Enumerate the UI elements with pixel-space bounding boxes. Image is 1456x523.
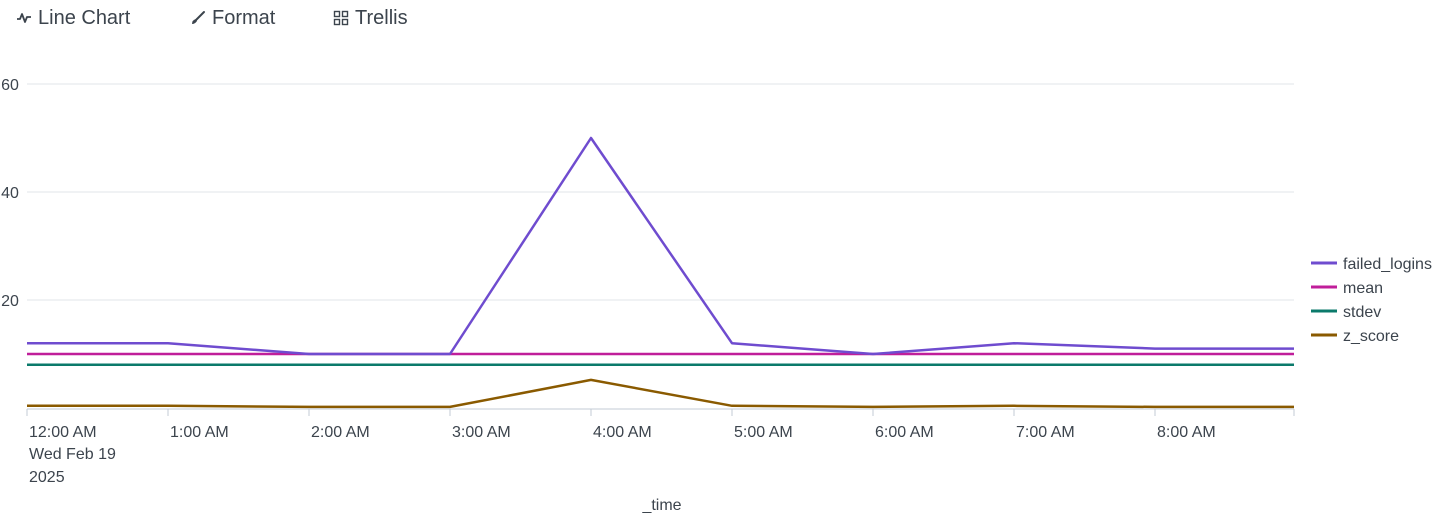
gridlines (27, 83, 1294, 301)
legend-label: failed_logins (1343, 256, 1432, 273)
x-tick-label: 3:00 AM (452, 424, 511, 441)
x-tick-label: 8:00 AM (1157, 424, 1216, 441)
paintbrush-icon (190, 10, 206, 26)
x-tick-label: 6:00 AM (875, 424, 934, 441)
x-axis-title: _time (641, 497, 681, 514)
line-chart-button[interactable]: Line Chart (16, 4, 130, 32)
chart-toolbar: Line Chart Format Trellis (0, 0, 1456, 36)
x-tick-label: 1:00 AM (170, 424, 229, 441)
trellis-button[interactable]: Trellis (333, 4, 408, 32)
line-chart-icon (16, 11, 32, 25)
x-tick-label: 4:00 AM (593, 424, 652, 441)
x-date-label: Wed Feb 19 (29, 446, 116, 463)
legend-label: z_score (1343, 328, 1399, 345)
legend-label: mean (1343, 280, 1383, 297)
trellis-label: Trellis (355, 6, 408, 29)
x-tick-label: 12:00 AM (29, 424, 97, 441)
axes: 20 40 60 12:00 AM 1:00 AM 2:00 AM 3:00 AM 4:00 … (1, 77, 1295, 514)
y-tick-label: 40 (1, 185, 19, 202)
legend-label: stdev (1343, 304, 1381, 321)
format-label: Format (212, 6, 276, 29)
x-tick-label: 5:00 AM (734, 424, 793, 441)
x-tick-label: 2:00 AM (311, 424, 370, 441)
series-lines (27, 136, 1294, 409)
x-tick-label: 7:00 AM (1016, 424, 1075, 441)
line-chart-label: Line Chart (38, 6, 131, 29)
x-date-label: 2025 (29, 469, 65, 486)
grid-icon (333, 10, 349, 26)
series-line-failed-logins (27, 136, 1294, 356)
y-tick-label: 60 (1, 77, 19, 94)
series-line-z-score (27, 378, 1294, 409)
format-button[interactable]: Format (190, 4, 275, 32)
y-tick-label: 20 (1, 293, 19, 310)
